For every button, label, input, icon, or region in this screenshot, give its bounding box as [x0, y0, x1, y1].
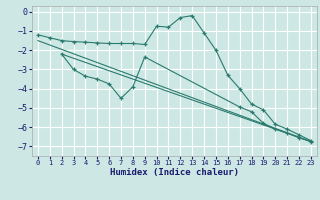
X-axis label: Humidex (Indice chaleur): Humidex (Indice chaleur): [110, 168, 239, 177]
